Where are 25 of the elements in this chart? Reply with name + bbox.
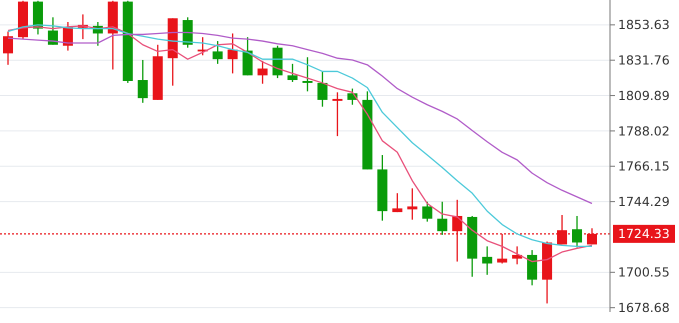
y-tick-label: 1766.15 [618, 158, 670, 174]
y-tick-label: 1700.55 [618, 264, 670, 280]
candlestick [228, 32, 238, 74]
candlestick [2, 30, 14, 66]
candlestick [48, 16, 58, 46]
candlestick [482, 246, 492, 276]
y-tick-label: 1831.76 [618, 52, 670, 68]
candlestick [258, 60, 268, 84]
candlestick [302, 56, 313, 92]
y-tick-label: 1678.68 [618, 300, 670, 316]
candlestick [212, 40, 223, 65]
candlestick [287, 63, 298, 83]
candlestick [317, 70, 328, 108]
ref-line-label: 1724.33 [618, 226, 670, 242]
y-tick-label: 1744.29 [618, 194, 670, 209]
candlestick [332, 92, 342, 137]
y-tick-label: 1853.63 [618, 17, 670, 32]
y-tick-label: 1809.89 [618, 88, 670, 103]
candlestick [422, 201, 432, 222]
candlestick [572, 215, 582, 248]
y-tick-label: 1788.02 [618, 123, 670, 138]
candlestick [138, 59, 148, 104]
candlestick [437, 201, 448, 236]
candlestick [392, 192, 402, 213]
candlestick [407, 188, 418, 220]
